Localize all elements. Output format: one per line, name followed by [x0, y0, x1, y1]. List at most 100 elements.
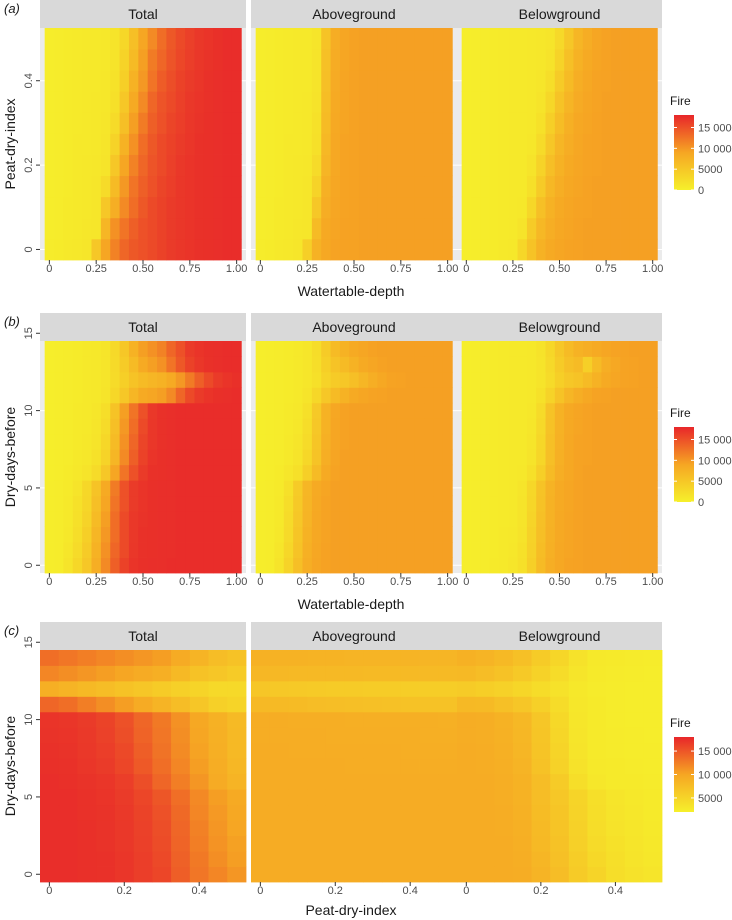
heatmap-tile: [133, 727, 153, 744]
heatmap-tile: [110, 480, 120, 497]
heatmap-tile: [274, 133, 285, 155]
x-tick-label: 0.75: [595, 576, 616, 588]
heatmap-tile: [339, 133, 350, 155]
heatmap-tile: [339, 112, 350, 134]
heatmap-tile: [531, 650, 551, 666]
heatmap-tile: [44, 217, 55, 240]
heatmap-tile: [91, 449, 102, 466]
heatmap-tile: [554, 49, 565, 71]
heatmap-tile: [568, 773, 588, 790]
heatmap-tile: [545, 526, 556, 543]
heatmap-tile: [587, 758, 607, 775]
heatmap-tile: [349, 480, 360, 497]
legend-tick-label: 0: [698, 497, 704, 509]
heatmap-tile: [386, 91, 397, 113]
heatmap-tile: [72, 433, 83, 450]
heatmap-tile: [582, 526, 593, 543]
heatmap-tile: [573, 557, 584, 574]
heatmap-tile: [610, 28, 621, 50]
heatmap-tile: [457, 835, 477, 852]
heatmap-tile: [54, 238, 64, 261]
heatmap-tile: [293, 511, 303, 527]
heatmap-tile: [349, 154, 360, 177]
heatmap-tile: [592, 433, 602, 450]
heatmap-tile: [128, 387, 139, 404]
heatmap-tile: [208, 866, 228, 883]
heatmap-tile: [307, 758, 327, 775]
heatmap-tile: [587, 680, 607, 697]
heatmap-tile: [620, 495, 630, 512]
heatmap-tile: [386, 49, 397, 71]
heatmap-tile: [424, 217, 434, 240]
heatmap-tile: [265, 217, 275, 240]
heatmap-tile: [536, 542, 546, 558]
heatmap-tile: [119, 133, 130, 155]
heatmap-tile: [302, 28, 313, 50]
heatmap-tile: [138, 542, 149, 558]
heatmap-tile: [133, 773, 153, 790]
heatmap-tile: [251, 773, 271, 790]
heatmap-tile: [568, 696, 588, 713]
heatmap-tile: [265, 418, 275, 435]
heatmap-tile: [592, 238, 602, 261]
heatmap-tile: [166, 495, 177, 512]
heatmap-tile: [203, 495, 214, 512]
heatmap-tile: [325, 758, 346, 775]
heatmap-tile: [517, 175, 528, 198]
heatmap-tile: [227, 758, 247, 775]
heatmap-tile: [606, 835, 626, 852]
heatmap-tile: [550, 866, 570, 883]
heatmap-tile: [606, 650, 626, 666]
heatmap-tile: [517, 526, 528, 543]
heatmap-tile: [175, 433, 186, 450]
heatmap-tile: [194, 449, 205, 466]
heatmap-tile: [330, 449, 341, 466]
heatmap-tile: [461, 464, 472, 481]
heatmap-tile: [265, 495, 275, 512]
heatmap-tile: [63, 28, 74, 50]
heatmap-tile: [283, 526, 294, 543]
heatmap-tile: [349, 495, 360, 512]
heatmap-tile: [311, 542, 322, 558]
heatmap-tile: [587, 789, 607, 806]
heatmap-tile: [582, 70, 593, 92]
heatmap-tile: [171, 727, 191, 744]
heatmap-tile: [424, 341, 434, 357]
x-tick-label: 1.00: [437, 263, 458, 275]
heatmap-tile: [582, 495, 593, 512]
heatmap-tile: [203, 464, 214, 481]
heatmap-tile: [396, 341, 406, 357]
heatmap-tile: [72, 133, 83, 155]
heatmap-tile: [624, 680, 644, 697]
heatmap-tile: [643, 696, 663, 713]
heatmap-tile: [377, 217, 388, 240]
heatmap-tile: [321, 112, 331, 134]
x-tick-label: 0: [463, 885, 469, 897]
heatmap-tile: [63, 341, 74, 357]
heatmap-tile: [203, 196, 214, 219]
heatmap-tile: [344, 650, 364, 666]
heatmap-tile: [307, 773, 327, 790]
heatmap-tile: [311, 402, 322, 419]
heatmap-tile: [63, 238, 74, 261]
heatmap-tile: [330, 49, 341, 71]
heatmap-tile: [119, 480, 130, 497]
heatmap-tile: [498, 217, 509, 240]
heatmap-tile: [363, 835, 383, 852]
heatmap-tile: [339, 480, 350, 497]
heatmap-tile: [44, 196, 55, 219]
heatmap-tile: [494, 680, 514, 697]
heatmap-tile: [470, 217, 481, 240]
heatmap-tile: [592, 341, 602, 357]
heatmap-tile: [175, 112, 186, 134]
facet-strip: [251, 622, 457, 650]
heatmap-tile: [648, 433, 658, 450]
heatmap-tile: [344, 820, 364, 836]
heatmap-tile: [620, 154, 630, 177]
heatmap-tile: [339, 387, 350, 404]
heatmap-tile: [480, 542, 491, 558]
heatmap-tile: [629, 238, 640, 261]
heatmap-tile: [133, 820, 153, 836]
heatmap-tile: [293, 480, 303, 497]
x-tick-label: 0.50: [132, 576, 153, 588]
